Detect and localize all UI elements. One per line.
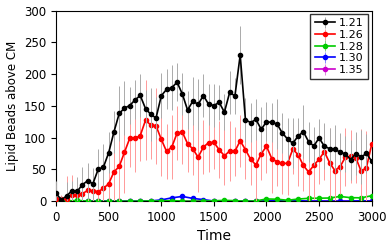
Legend: 1.21, 1.26, 1.28, 1.30, 1.35: 1.21, 1.26, 1.28, 1.30, 1.35 xyxy=(310,14,368,79)
X-axis label: Time: Time xyxy=(197,229,231,244)
Y-axis label: Lipid Beads above CM: Lipid Beads above CM xyxy=(5,41,18,171)
